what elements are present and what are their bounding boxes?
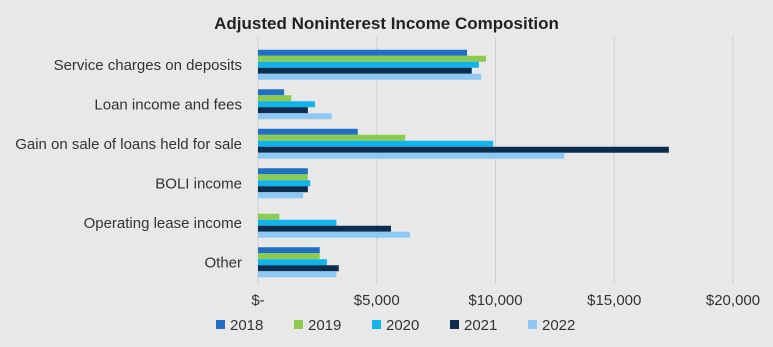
bar <box>258 265 339 272</box>
bar <box>258 49 467 56</box>
bar <box>258 61 479 68</box>
x-tick-label: $15,000 <box>587 292 641 309</box>
bar <box>258 247 320 254</box>
bar <box>258 213 280 220</box>
bar <box>258 271 337 278</box>
bar <box>258 107 308 114</box>
bar <box>258 168 308 175</box>
bar <box>258 55 486 62</box>
bar <box>258 113 332 120</box>
bar <box>258 192 304 199</box>
bar <box>258 146 669 153</box>
legend-label: 2021 <box>464 317 497 334</box>
bar <box>258 259 327 266</box>
bar <box>258 180 311 187</box>
bar <box>258 174 308 181</box>
legend-swatch <box>528 320 537 329</box>
x-tick-label: $20,000 <box>706 292 760 309</box>
bar <box>258 128 358 135</box>
legend-swatch <box>450 320 459 329</box>
bar <box>258 152 565 159</box>
legend-swatch <box>372 320 381 329</box>
legend-label: 2022 <box>542 317 575 334</box>
bar <box>258 140 494 147</box>
category-label: Operating lease income <box>84 215 242 232</box>
legend-label: 2020 <box>386 317 419 334</box>
legend-label: 2018 <box>230 317 263 334</box>
legend-label: 2019 <box>308 317 341 334</box>
bar <box>258 186 308 193</box>
bar <box>258 67 472 74</box>
bar <box>258 95 292 102</box>
x-tick-label: $5,000 <box>354 292 400 309</box>
bar <box>258 253 320 260</box>
bar <box>258 101 315 108</box>
bar <box>258 219 337 226</box>
category-label: Other <box>204 254 242 271</box>
category-label: BOLI income <box>155 175 242 192</box>
x-tick-label: $- <box>251 292 264 309</box>
bar <box>258 231 410 238</box>
bar <box>258 134 406 141</box>
chart-title: Adjusted Noninterest Income Composition <box>214 14 559 33</box>
x-tick-label: $10,000 <box>468 292 522 309</box>
category-label: Gain on sale of loans held for sale <box>15 136 242 153</box>
category-label: Loan income and fees <box>94 96 242 113</box>
bar <box>258 73 482 80</box>
bar <box>258 89 285 96</box>
category-label: Service charges on deposits <box>54 57 242 74</box>
legend-swatch <box>294 320 303 329</box>
legend-swatch <box>216 320 225 329</box>
bar <box>258 225 391 232</box>
